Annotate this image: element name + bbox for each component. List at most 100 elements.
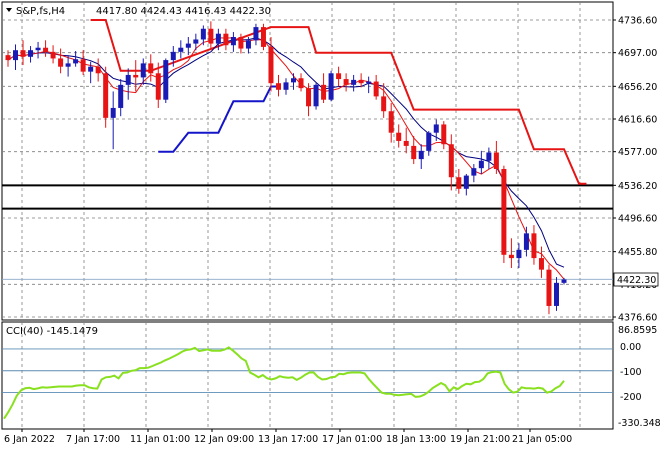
candle-body (381, 96, 387, 112)
horizontal-levels (2, 184, 613, 280)
y-tick-label: 4736.60 (618, 16, 657, 27)
candle-body (163, 60, 169, 100)
x-tick-label: 18 Jan 13:00 (386, 434, 446, 445)
y-tick-label: 4656.20 (618, 82, 657, 93)
candle-body (43, 47, 49, 52)
y-tick-label: 4455.80 (618, 247, 657, 258)
candle-body (396, 132, 402, 141)
candle-body (200, 28, 206, 40)
grid (2, 2, 613, 429)
candle-body (366, 81, 372, 84)
candle-body (20, 50, 26, 57)
y-tick-label: 4577.00 (618, 147, 657, 158)
candle-body (140, 63, 146, 78)
x-tick-label: 11 Jan 01:00 (130, 434, 190, 445)
current-price-label: 4422.30 (617, 275, 656, 286)
candle-body (268, 46, 274, 84)
candle-body (463, 175, 469, 189)
y-tick-label: 4376.60 (618, 313, 657, 324)
candle-body (95, 66, 101, 74)
candle-body (215, 33, 221, 44)
candle-body (50, 51, 56, 59)
candle-body (73, 59, 79, 64)
slow-ma-line (7, 37, 565, 280)
candle-body (185, 43, 191, 48)
candle-body (230, 36, 236, 46)
candle-body (561, 279, 567, 283)
y-tick-label: 4536.20 (618, 181, 657, 192)
candle-body (388, 111, 394, 133)
cci-minus200-badge (614, 390, 644, 402)
x-tick-label: 7 Jan 17:00 (66, 434, 120, 445)
candle-body (523, 233, 529, 250)
candle-body (193, 39, 199, 44)
x-tick-label: 19 Jan 21:00 (450, 434, 510, 445)
candle-body (493, 152, 499, 169)
candle-body (313, 84, 319, 107)
y-tick-label: 4496.60 (618, 214, 657, 225)
x-tick-label: 12 Jan 09:00 (194, 434, 254, 445)
candle-body (253, 27, 259, 41)
y-tick-label: 4616.60 (618, 115, 657, 126)
candle-body (358, 79, 364, 84)
trailing-stop-blue (158, 85, 279, 153)
candle-body (5, 55, 11, 61)
symbol-label: S&P,fs,H4 (16, 6, 65, 17)
time-axis-ticks: 6 Jan 2022 7 Jan 17:00 11 Jan 01:00 12 Jan … (4, 429, 572, 445)
candle-body (291, 78, 297, 83)
candle-body (103, 73, 109, 118)
moving-average-lines (7, 37, 565, 280)
candle-body (328, 73, 334, 100)
candle-body (456, 177, 462, 189)
candle-body (546, 269, 552, 306)
candle-body (118, 84, 124, 108)
cci-zero-value: 0.00 (620, 342, 641, 353)
candle-body (223, 33, 229, 46)
candle-body (306, 88, 312, 107)
candle-body (178, 47, 184, 52)
cci-top-value: 86.8595 (618, 325, 657, 336)
candlesticks (5, 21, 567, 315)
candle-body (418, 150, 424, 160)
candle-body (275, 83, 281, 90)
candle-body (148, 63, 154, 74)
candle-body (208, 28, 214, 44)
fast-ma-line (7, 37, 565, 268)
candle-body (441, 124, 447, 145)
candle-body (321, 84, 327, 100)
dropdown-triangle-icon[interactable] (6, 8, 12, 12)
candle-body (35, 47, 41, 51)
candle-body (58, 58, 64, 67)
candle-body (538, 258, 544, 270)
price-panel-frame (1, 1, 614, 321)
price-axis-ticks: 4736.60 4697.00 4656.20 4616.60 4577.00 4536.… (613, 16, 657, 324)
candle-body (170, 51, 176, 61)
cci-series (2, 346, 613, 420)
candle-body (471, 168, 477, 176)
candle-body (283, 82, 289, 90)
candle-body (553, 282, 559, 306)
candle-body (65, 63, 71, 67)
x-tick-label: 13 Jan 17:00 (258, 434, 318, 445)
candle-body (478, 160, 484, 169)
ohlc-readout: 4417.80 4424.43 4416.43 4422.30 (96, 6, 271, 17)
cci-minus200-value: -200 (620, 392, 642, 403)
candle-body (245, 40, 251, 49)
cci-bottom-value: -330.3482 (618, 418, 660, 429)
cci-line (3, 346, 565, 420)
candle-body (501, 168, 507, 255)
cci-panel-frame (1, 321, 614, 430)
candle-body (508, 254, 514, 259)
cci-label: CCI(40) -145.1479 (6, 326, 98, 337)
candle-body (351, 79, 357, 85)
candle-body (486, 152, 492, 161)
candle-body (403, 140, 409, 146)
candle-body (433, 124, 439, 133)
candle-body (238, 36, 244, 49)
candle-body (373, 81, 379, 97)
candle-body (516, 249, 522, 259)
current-price-badge (613, 272, 659, 287)
candle-body (80, 59, 86, 72)
